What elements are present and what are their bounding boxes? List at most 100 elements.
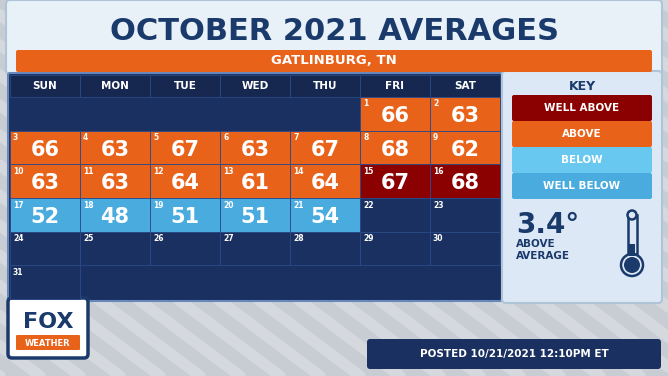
Bar [10,131,80,164]
Bar [150,232,220,265]
Text: 15: 15 [363,167,373,176]
Bar [430,164,500,198]
Text: 5: 5 [153,133,158,142]
Text: 51: 51 [240,207,270,227]
FancyBboxPatch shape [367,339,661,369]
Bar [80,75,150,97]
Text: 52: 52 [31,207,59,227]
Bar [150,75,220,97]
Text: 63: 63 [31,173,59,193]
Text: WELL BELOW: WELL BELOW [544,181,621,191]
Bar [220,131,290,164]
Text: 62: 62 [450,139,480,159]
Bar [430,75,500,97]
Text: 54: 54 [311,207,339,227]
FancyBboxPatch shape [8,298,88,358]
Text: SUN: SUN [33,81,57,91]
Bar [220,75,290,97]
Text: 67: 67 [311,139,339,159]
Bar [627,215,637,254]
Bar [80,198,150,232]
Bar [290,198,360,232]
Text: 7: 7 [293,133,299,142]
Bar [10,198,80,232]
Bar [430,198,500,232]
Text: AVERAGE: AVERAGE [516,251,570,261]
Bar [150,131,220,164]
Text: MON: MON [101,81,129,91]
Text: 28: 28 [293,234,304,243]
Text: 64: 64 [170,173,200,193]
Text: 10: 10 [13,167,23,176]
Text: GATLINBURG, TN: GATLINBURG, TN [271,55,397,68]
Bar [290,75,360,97]
Text: WELL ABOVE: WELL ABOVE [544,103,619,113]
FancyBboxPatch shape [16,335,80,350]
FancyBboxPatch shape [8,73,502,301]
Text: 1: 1 [363,100,368,109]
Text: 30: 30 [433,234,444,243]
Bar [430,131,500,164]
Text: ABOVE: ABOVE [562,129,602,139]
Text: 25: 25 [83,234,94,243]
Text: SAT: SAT [454,81,476,91]
FancyBboxPatch shape [16,50,652,72]
Text: 29: 29 [363,234,373,243]
Text: KEY: KEY [568,80,596,94]
Text: 64: 64 [311,173,339,193]
Bar [360,198,430,232]
Bar [10,232,80,265]
Text: ABOVE: ABOVE [516,239,556,249]
Text: 31: 31 [13,268,23,277]
Bar [290,232,360,265]
Text: WEATHER: WEATHER [25,338,71,347]
Text: OCTOBER 2021 AVERAGES: OCTOBER 2021 AVERAGES [110,18,558,47]
Text: 18: 18 [83,200,94,209]
Text: 67: 67 [170,139,200,159]
Text: 21: 21 [293,200,303,209]
Text: 66: 66 [31,139,59,159]
Text: 67: 67 [381,173,409,193]
Circle shape [621,254,643,276]
Text: 19: 19 [153,200,164,209]
Bar [80,131,150,164]
Bar [360,97,430,131]
Text: 3.4°: 3.4° [516,211,579,239]
Text: 63: 63 [100,173,130,193]
Text: 24: 24 [13,234,23,243]
Bar [360,131,430,164]
Bar [10,75,80,97]
Text: 6: 6 [223,133,228,142]
Text: POSTED 10/21/2021 12:10PM ET: POSTED 10/21/2021 12:10PM ET [420,349,609,359]
Bar [360,164,430,198]
Bar [430,97,500,131]
Text: 51: 51 [170,207,200,227]
FancyBboxPatch shape [512,95,652,121]
Circle shape [627,211,637,220]
Bar [150,164,220,198]
Text: 26: 26 [153,234,164,243]
Bar [360,232,430,265]
Text: 16: 16 [433,167,444,176]
Text: BELOW: BELOW [561,155,603,165]
Bar [629,244,635,256]
Text: 63: 63 [240,139,269,159]
Bar [220,164,290,198]
Text: 68: 68 [381,139,409,159]
Bar [220,232,290,265]
FancyBboxPatch shape [512,147,652,173]
Bar [220,198,290,232]
Bar [290,131,360,164]
Text: 20: 20 [223,200,234,209]
Bar [290,164,360,198]
Bar [10,265,80,299]
FancyBboxPatch shape [512,173,652,199]
Circle shape [624,257,640,273]
Text: 13: 13 [223,167,234,176]
FancyBboxPatch shape [502,71,662,303]
Text: 4: 4 [83,133,88,142]
Text: 2: 2 [433,100,438,109]
Text: 48: 48 [100,207,130,227]
Text: FOX: FOX [23,312,73,332]
Text: 68: 68 [450,173,480,193]
